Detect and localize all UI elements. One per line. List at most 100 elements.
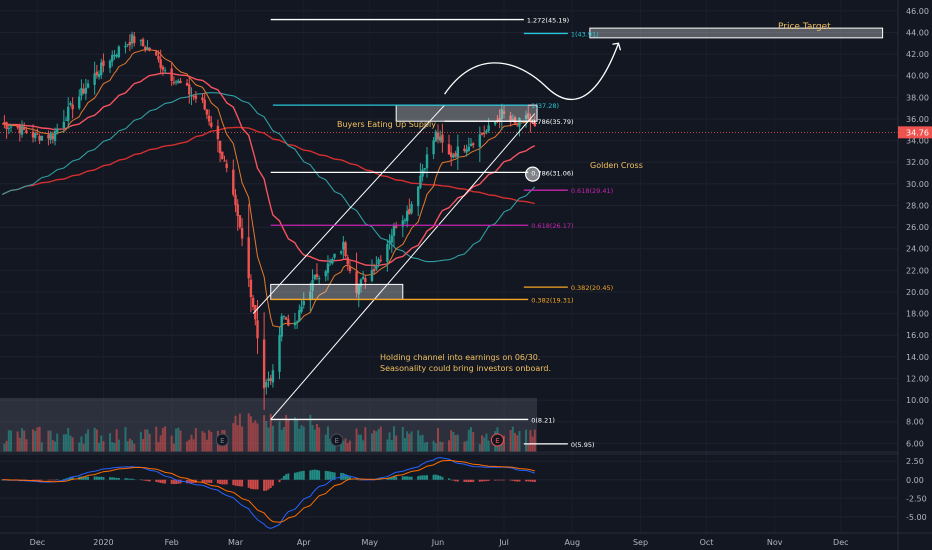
- candle-body[interactable]: [278, 335, 281, 372]
- candle-body[interactable]: [51, 135, 55, 139]
- candle-body[interactable]: [20, 125, 24, 135]
- candle-body[interactable]: [529, 118, 532, 122]
- candle-body[interactable]: [527, 113, 530, 119]
- fib-levels[interactable]: 1.272(45.19)1(43.91) 1(37.28) 0.786(35.79)…: [270, 17, 613, 449]
- candle-body[interactable]: [502, 111, 506, 114]
- candle-body[interactable]: [425, 154, 429, 169]
- candle-body[interactable]: [251, 297, 255, 307]
- candle-body[interactable]: [485, 130, 488, 133]
- candle-body[interactable]: [53, 131, 57, 141]
- candle-body[interactable]: [23, 127, 26, 130]
- candle-body[interactable]: [326, 263, 330, 273]
- candle-body[interactable]: [117, 46, 121, 58]
- candle-body[interactable]: [84, 87, 88, 94]
- candle-body[interactable]: [126, 44, 129, 46]
- candle-body[interactable]: [357, 284, 360, 295]
- earnings-marker[interactable]: [215, 433, 229, 447]
- candle-body[interactable]: [436, 132, 440, 140]
- candle-body[interactable]: [342, 241, 345, 250]
- candle-body[interactable]: [201, 97, 204, 101]
- candle-body[interactable]: [78, 96, 81, 109]
- candle-body[interactable]: [232, 169, 235, 195]
- demand-zone-box[interactable]: [270, 283, 404, 300]
- candle-body[interactable]: [262, 339, 266, 389]
- candle-body[interactable]: [379, 259, 382, 261]
- candle-body[interactable]: [416, 186, 420, 207]
- candle-body[interactable]: [509, 115, 512, 122]
- candle-body[interactable]: [408, 208, 411, 215]
- candle-body[interactable]: [161, 66, 165, 70]
- candle-body[interactable]: [364, 278, 367, 283]
- candle-body[interactable]: [355, 271, 358, 293]
- candle-body[interactable]: [531, 121, 534, 124]
- candle-body[interactable]: [188, 84, 191, 95]
- candle-body[interactable]: [155, 51, 158, 56]
- candle-body[interactable]: [500, 109, 504, 120]
- candle-body[interactable]: [450, 152, 453, 157]
- candle-body[interactable]: [456, 146, 460, 158]
- candle-body[interactable]: [234, 194, 237, 206]
- candle-body[interactable]: [256, 320, 259, 339]
- candle-body[interactable]: [311, 280, 314, 291]
- candle-body[interactable]: [467, 146, 471, 151]
- candle-body[interactable]: [170, 68, 173, 81]
- candle-body[interactable]: [284, 317, 288, 320]
- candle-body[interactable]: [108, 60, 112, 68]
- candle-body[interactable]: [93, 73, 96, 85]
- candle-body[interactable]: [405, 210, 409, 222]
- candle-body[interactable]: [333, 253, 336, 258]
- golden-cross-marker[interactable]: [525, 166, 541, 182]
- candle-body[interactable]: [361, 276, 365, 279]
- candle-body[interactable]: [185, 83, 189, 86]
- candle-body[interactable]: [111, 54, 114, 62]
- candle-body[interactable]: [370, 270, 374, 281]
- channel-upper-line[interactable]: [252, 104, 445, 314]
- candle-body[interactable]: [205, 109, 209, 115]
- candle-body[interactable]: [249, 279, 253, 298]
- candle-body[interactable]: [64, 119, 68, 121]
- candle-body[interactable]: [421, 169, 424, 177]
- candle-body[interactable]: [386, 244, 389, 262]
- candle-body[interactable]: [465, 149, 468, 153]
- candle-body[interactable]: [146, 47, 149, 50]
- candle-body[interactable]: [267, 378, 270, 382]
- candle-body[interactable]: [157, 55, 160, 60]
- candle-body[interactable]: [265, 382, 268, 387]
- candle-body[interactable]: [348, 266, 352, 272]
- candle-body[interactable]: [174, 81, 178, 83]
- candle-body[interactable]: [97, 73, 101, 78]
- candle-body[interactable]: [115, 54, 118, 57]
- candle-body[interactable]: [144, 46, 147, 50]
- candle-body[interactable]: [67, 106, 70, 122]
- candle-body[interactable]: [25, 130, 28, 133]
- candle-body[interactable]: [216, 125, 220, 140]
- candle-body[interactable]: [31, 131, 35, 138]
- candle-body[interactable]: [478, 134, 482, 147]
- candle-body[interactable]: [410, 203, 413, 213]
- candle-body[interactable]: [9, 126, 13, 128]
- candle-body[interactable]: [36, 133, 39, 135]
- candle-body[interactable]: [34, 133, 37, 138]
- candle-body[interactable]: [516, 123, 519, 125]
- candle-body[interactable]: [432, 140, 435, 155]
- candle-body[interactable]: [128, 41, 132, 46]
- candle-body[interactable]: [47, 134, 50, 139]
- candle-body[interactable]: [69, 103, 72, 105]
- candle-body[interactable]: [293, 322, 297, 326]
- candle-body[interactable]: [238, 215, 242, 228]
- candle-body[interactable]: [40, 135, 44, 141]
- candle-body[interactable]: [221, 151, 224, 160]
- candle-body[interactable]: [192, 96, 195, 98]
- candle-body[interactable]: [339, 251, 343, 254]
- candle-body[interactable]: [302, 300, 305, 306]
- candle-body[interactable]: [287, 319, 290, 326]
- candle-body[interactable]: [159, 59, 162, 68]
- candle-body[interactable]: [524, 114, 528, 120]
- current-price-tag[interactable]: [898, 126, 932, 139]
- candle-body[interactable]: [80, 88, 83, 96]
- candle-body[interactable]: [82, 88, 85, 94]
- candle-body[interactable]: [434, 131, 437, 142]
- candle-body[interactable]: [375, 265, 378, 270]
- candle-body[interactable]: [423, 168, 426, 170]
- candle-body[interactable]: [533, 121, 537, 127]
